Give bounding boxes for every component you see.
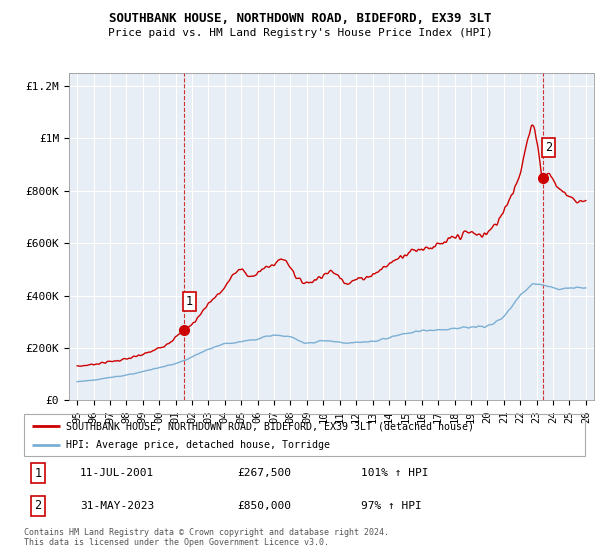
Text: 2: 2 (34, 499, 41, 512)
Text: SOUTHBANK HOUSE, NORTHDOWN ROAD, BIDEFORD, EX39 3LT: SOUTHBANK HOUSE, NORTHDOWN ROAD, BIDEFOR… (109, 12, 491, 25)
Text: SOUTHBANK HOUSE, NORTHDOWN ROAD, BIDEFORD, EX39 3LT (detached house): SOUTHBANK HOUSE, NORTHDOWN ROAD, BIDEFOR… (66, 421, 474, 431)
Text: Contains HM Land Registry data © Crown copyright and database right 2024.
This d: Contains HM Land Registry data © Crown c… (24, 528, 389, 547)
Text: £850,000: £850,000 (237, 501, 291, 511)
Text: 1: 1 (34, 467, 41, 480)
Text: 2: 2 (545, 141, 552, 154)
Text: HPI: Average price, detached house, Torridge: HPI: Average price, detached house, Torr… (66, 440, 330, 450)
Text: 101% ↑ HPI: 101% ↑ HPI (361, 468, 428, 478)
Text: 31-MAY-2023: 31-MAY-2023 (80, 501, 154, 511)
Text: 1: 1 (185, 295, 193, 308)
Text: Price paid vs. HM Land Registry's House Price Index (HPI): Price paid vs. HM Land Registry's House … (107, 28, 493, 38)
Text: £267,500: £267,500 (237, 468, 291, 478)
Text: 11-JUL-2001: 11-JUL-2001 (80, 468, 154, 478)
Text: 97% ↑ HPI: 97% ↑ HPI (361, 501, 421, 511)
